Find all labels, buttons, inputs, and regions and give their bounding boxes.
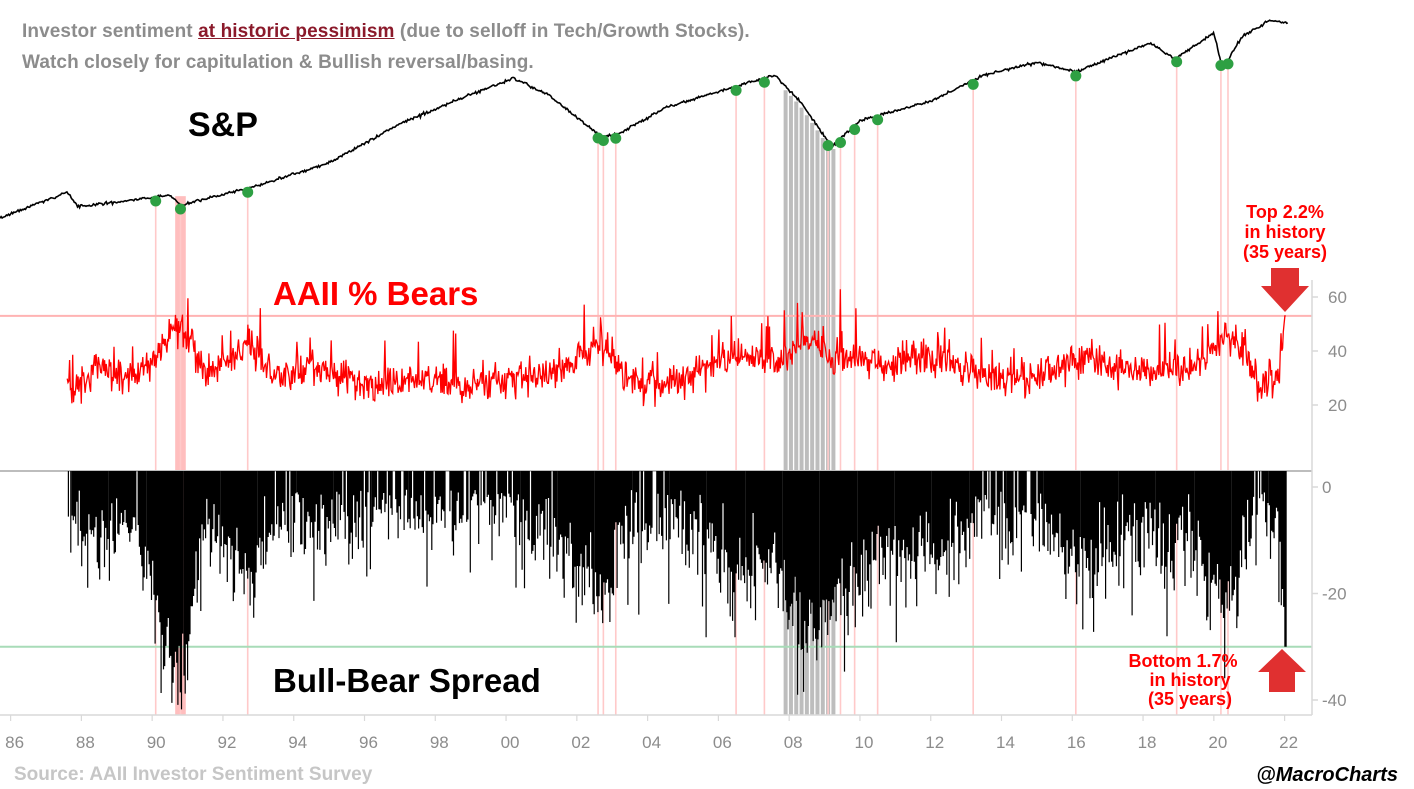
x-tick-label: 06 <box>713 733 732 752</box>
x-tick-label: 20 <box>1208 733 1227 752</box>
x-tick-label: 96 <box>359 733 378 752</box>
signal-dot <box>730 84 742 96</box>
x-tick-label: 94 <box>288 733 307 752</box>
x-tick-label: 92 <box>217 733 236 752</box>
headline-text-b: (due to selloff in Tech/Growth Stocks). <box>394 21 750 42</box>
x-tick-label: 00 <box>501 733 520 752</box>
signal-dot <box>610 132 622 144</box>
bears-y-tick-label: 40 <box>1328 342 1347 361</box>
x-tick-label: 10 <box>854 733 873 752</box>
x-tick-label: 16 <box>1067 733 1086 752</box>
spread-y-tick-label: 0 <box>1322 478 1331 497</box>
spread-annotation-arrow <box>1258 649 1306 692</box>
x-tick-label: 90 <box>147 733 166 752</box>
labels: S&P AAII % Bears Bull-Bear Spread Top 2.… <box>14 106 1398 786</box>
signal-dot <box>822 140 834 152</box>
source-note: Source: AAII Investor Sentiment Survey <box>14 764 373 785</box>
spread-annotation-line-2: in history <box>1149 670 1230 690</box>
bears-y-tick-label: 60 <box>1328 288 1347 307</box>
signal-dot <box>834 136 846 148</box>
x-tick-label: 14 <box>996 733 1015 752</box>
spread-spikes <box>67 471 1287 710</box>
bears-y-tick-label: 20 <box>1328 396 1347 415</box>
x-tick-label: 88 <box>76 733 95 752</box>
headline-line-2: Watch closely for capitulation & Bullish… <box>22 52 534 73</box>
bears-line <box>66 289 1286 407</box>
signal-dot <box>150 195 162 207</box>
x-tick-label: 08 <box>784 733 803 752</box>
spread-y-tick-label: -20 <box>1322 585 1347 604</box>
spread-annotation-line-3: (35 years) <box>1148 689 1232 709</box>
headline: Investor sentiment at historic pessimism… <box>22 16 750 78</box>
signal-dot <box>597 135 609 147</box>
signal-dot <box>1171 56 1183 68</box>
signal-dot <box>1222 58 1234 70</box>
sp-panel-label: S&P <box>188 106 258 144</box>
x-tick-label: 12 <box>925 733 944 752</box>
signal-dots <box>150 56 1234 215</box>
spread-panel-label: Bull-Bear Spread <box>273 662 541 699</box>
bears-panel-label: AAII % Bears <box>273 275 478 312</box>
credit-label: @MacroCharts <box>1256 764 1398 786</box>
signal-dot <box>174 203 186 215</box>
headline-text-a: Investor sentiment <box>22 21 199 42</box>
bears-annotation-arrow <box>1261 268 1309 312</box>
x-tick-label: 98 <box>430 733 449 752</box>
signal-dot <box>758 76 770 88</box>
signal-dot <box>872 114 884 126</box>
signal-dot <box>967 78 979 90</box>
signal-markers <box>154 63 1229 716</box>
spread-y-tick-label: -40 <box>1322 691 1347 710</box>
signal-dot <box>849 123 861 135</box>
headline-highlight: at historic pessimism <box>198 21 395 42</box>
bears-annotation-line-1: Top 2.2% <box>1246 202 1324 222</box>
signal-dot <box>242 186 254 198</box>
bears-annotation-line-3: (35 years) <box>1243 242 1327 262</box>
bears-annotation-line-2: in history <box>1244 222 1325 242</box>
spread-bars <box>67 471 1287 710</box>
spread-annotation-line-1: Bottom 1.7% <box>1128 651 1237 671</box>
x-tick-label: 86 <box>5 733 24 752</box>
x-tick-label: 22 <box>1279 733 1298 752</box>
x-tick-label: 04 <box>642 733 661 752</box>
signal-dot <box>1070 70 1082 82</box>
x-tick-label: 02 <box>571 733 590 752</box>
x-tick-label: 18 <box>1138 733 1157 752</box>
axes: 20 40 60 0 -20 -40 86 88 90 92 94 96 98 00 02 04 06 08 10 1… <box>0 280 1347 752</box>
headline-line-1: Investor sentiment at historic pessimism… <box>22 16 750 47</box>
